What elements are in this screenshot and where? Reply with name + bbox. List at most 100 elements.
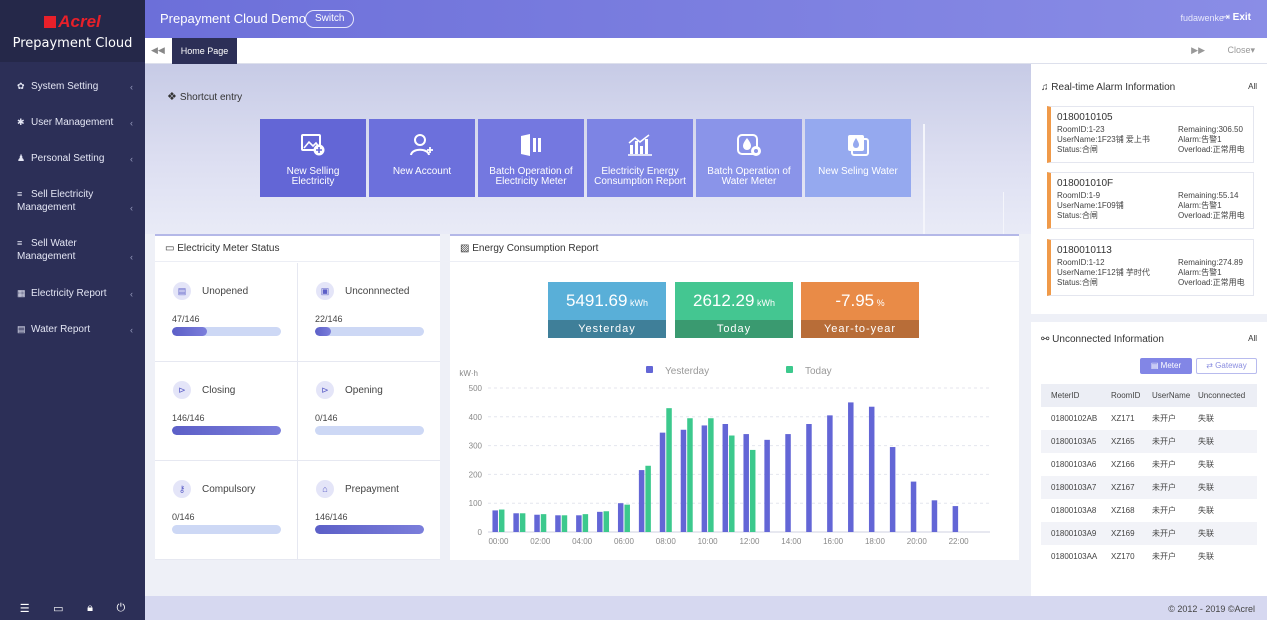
bar-chart-icon <box>628 134 652 156</box>
alarm-room: RoomID:1-23 <box>1057 125 1105 134</box>
chevron-left-icon: ‹ <box>130 325 133 335</box>
column-header: Unconnected <box>1198 391 1246 400</box>
bar-yesterday <box>701 425 708 532</box>
alarm-card[interactable]: 0180010105 RoomID:1-23 Remaining:306.50 U… <box>1047 106 1254 163</box>
unconnected-all-link[interactable]: All <box>1248 334 1257 343</box>
meter-status-unopened[interactable]: ▤ Unopened 47/146 <box>155 263 297 361</box>
unopened-icon: ▤ <box>173 282 191 300</box>
sidebar-item-sell-electricity[interactable]: ≡ Sell Electricity Management ‹ <box>0 188 133 216</box>
unconnected-title: ⚯ Unconnected Information <box>1041 334 1164 345</box>
bar-yesterday <box>722 424 729 532</box>
batch-water-meter-button[interactable]: Batch Operation of Water Meter <box>696 119 802 197</box>
shortcut-label: Electricity Meter <box>495 176 567 187</box>
alarm-status: Status:合闸 <box>1057 211 1098 220</box>
sidebar-item-label: System Setting <box>31 81 99 92</box>
meter-filter-button[interactable]: ▤ Meter <box>1140 358 1192 374</box>
meter-status-closing[interactable]: ⊳ Closing 146/146 <box>155 362 297 460</box>
monitor-icon[interactable]: ▭ <box>53 602 64 615</box>
table-row[interactable]: 01800103A5 XZ165 未开户 失联 <box>1041 430 1257 453</box>
table-cell: XZ166 <box>1111 460 1135 469</box>
tab-scroll-left-icon[interactable]: ◀◀ <box>151 45 165 55</box>
alarm-type: Alarm:告警1 <box>1178 268 1222 277</box>
sidebar-item-water-report[interactable]: ▤ Water Report ‹ <box>0 323 145 337</box>
photo-plus-icon <box>301 134 325 156</box>
unlink-icon: ⚯ <box>1041 334 1053 345</box>
table-row[interactable]: 01800102AB XZ171 未开户 失联 <box>1041 407 1257 430</box>
alarm-overload: Overload:正常用电 <box>1178 211 1245 220</box>
table-row[interactable]: 01800103A6 XZ166 未开户 失联 <box>1041 453 1257 476</box>
shortcut-label: New Selling <box>286 166 340 177</box>
bar-today <box>645 465 651 532</box>
chevron-left-icon: ‹ <box>130 118 133 128</box>
status-label: Opening <box>345 385 383 396</box>
switch-button[interactable]: Switch <box>305 10 355 28</box>
meter-status-prepayment[interactable]: ⌂ Prepayment 146/146 <box>298 461 440 559</box>
new-selling-water-button[interactable]: New Seling Water <box>805 119 911 197</box>
meter-status-unconnected[interactable]: ▣ Unconnnected 22/146 <box>298 263 440 361</box>
meter-status-icon: ▭ <box>165 243 178 254</box>
sidebar-item-electricity-report[interactable]: ▦ Electricity Report ‹ <box>0 287 145 301</box>
sidebar-bottom-toolbar: ☰ ▭ 🔒︎ ⏻ <box>0 596 145 620</box>
table-row[interactable]: 01800103A7 XZ167 未开户 失联 <box>1041 476 1257 499</box>
table-row[interactable]: 01800103A9 XZ169 未开户 失联 <box>1041 522 1257 545</box>
table-cell: XZ167 <box>1111 483 1135 492</box>
status-label: Prepayment <box>345 484 399 495</box>
meter-status-opening[interactable]: ⊳ Opening 0/146 <box>298 362 440 460</box>
bar-today <box>561 515 568 532</box>
x-tick-label: 06:00 <box>614 537 635 546</box>
energy-consumption-report-button[interactable]: Electricity Energy Consumption Report <box>587 119 693 197</box>
y-tick-label: 400 <box>469 413 483 422</box>
sidebar-item-sell-water[interactable]: ≡ Sell Water Management ‹ <box>0 237 133 265</box>
meter-status-title: ▭ Electricity Meter Status <box>155 236 440 262</box>
close-tabs-dropdown[interactable]: Close▾ <box>1227 45 1255 56</box>
brand: Acrel Prepayment Cloud <box>0 0 145 62</box>
x-tick-label: 18:00 <box>865 537 886 546</box>
sidebar-item-personal-setting[interactable]: ♟ Personal Setting ‹ <box>0 152 145 166</box>
power-icon[interactable]: ⏻ <box>116 601 126 614</box>
shortcut-title: ❖ Shortcut entry <box>167 90 242 103</box>
new-account-button[interactable]: New Account <box>369 119 475 197</box>
exit-button[interactable]: ⇥ Exit <box>1221 12 1251 23</box>
status-count: 146/146 <box>172 413 205 423</box>
table-row[interactable]: 01800103AA XZ170 未开户 失联 <box>1041 545 1257 568</box>
gateway-icon: ⇄ <box>1206 361 1216 370</box>
table-cell: XZ170 <box>1111 552 1135 561</box>
y-tick-label: 300 <box>469 442 483 451</box>
bar-yesterday <box>910 481 917 532</box>
bar-yesterday <box>868 406 875 532</box>
logo-text: Acrel <box>58 12 101 31</box>
alarm-row: RoomID:1-23 Remaining:306.50 <box>1057 125 1247 135</box>
tab-scroll-right-icon[interactable]: ▶▶ <box>1191 45 1205 55</box>
menu-icon[interactable]: ☰ <box>19 602 30 615</box>
bar-yesterday <box>743 434 749 532</box>
alarm-card[interactable]: 018001010F RoomID:1-9 Remaining:55.14 Use… <box>1047 172 1254 229</box>
tab-home-page[interactable]: Home Page <box>172 38 237 64</box>
kpi-today: 2612.29 kWh Today <box>675 282 793 338</box>
status-label: Unconnnected <box>345 286 410 297</box>
status-count: 0/146 <box>172 512 195 522</box>
alarm-row: Status:合闸 Overload:正常用电 <box>1057 278 1247 288</box>
alarm-all-link[interactable]: All <box>1248 82 1257 91</box>
alarm-user: UserName:1F23铺 爱上书 <box>1057 135 1150 144</box>
bar-today <box>519 513 526 532</box>
y-tick-label: 500 <box>469 384 483 393</box>
table-cell: 01800103A9 <box>1051 529 1097 538</box>
x-tick-label: 04:00 <box>572 537 593 546</box>
kpi-year-to-year: -7.95 % Year-to-year <box>801 282 919 338</box>
table-cell: 未开户 <box>1152 460 1176 469</box>
legend-label: Today <box>805 366 832 377</box>
meter-status-compulsory[interactable]: ⚷ Compulsory 0/146 <box>155 461 297 559</box>
new-selling-electricity-button[interactable]: New Selling Electricity <box>260 119 366 197</box>
kpi-label: Today <box>675 320 793 338</box>
table-row[interactable]: 01800103A8 XZ168 未开户 失联 <box>1041 499 1257 522</box>
batch-electricity-meter-button[interactable]: Batch Operation of Electricity Meter <box>478 119 584 197</box>
gateway-filter-button[interactable]: ⇄ Gateway <box>1196 358 1257 374</box>
grid-icon: ▦ <box>17 288 26 298</box>
status-count: 146/146 <box>315 512 348 522</box>
sidebar-item-system-setting[interactable]: ✿ System Setting ‹ <box>0 80 145 94</box>
bell-icon: ♫ <box>1041 82 1052 93</box>
sidebar-item-user-management[interactable]: ✱ User Management ‹ <box>0 116 145 130</box>
sidebar-item-label: Personal Setting <box>31 153 105 164</box>
lock-icon[interactable]: 🔒︎ <box>87 601 93 614</box>
alarm-card[interactable]: 0180010113 RoomID:1-12 Remaining:274.89 U… <box>1047 239 1254 296</box>
